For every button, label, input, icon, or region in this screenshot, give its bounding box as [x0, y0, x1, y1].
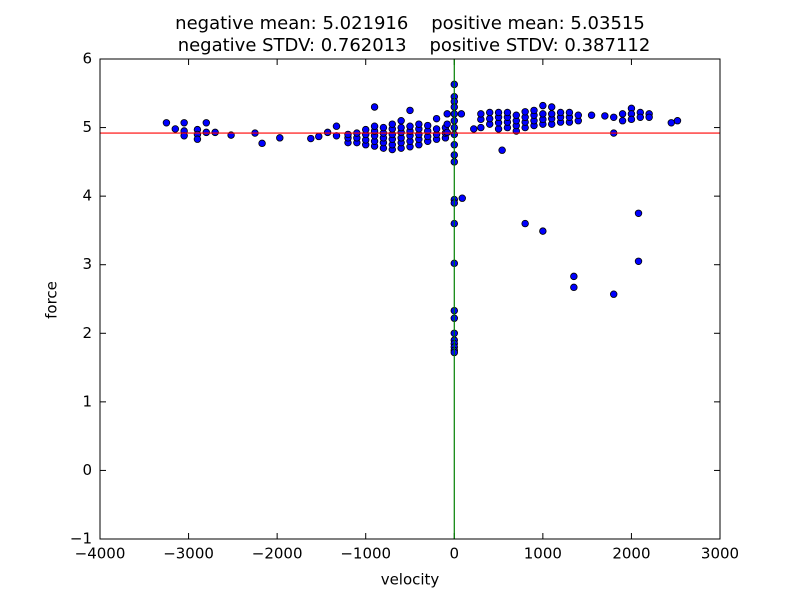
point [673, 117, 682, 125]
point [521, 108, 529, 116]
point [570, 283, 578, 292]
point [258, 139, 266, 148]
point [397, 117, 405, 125]
x-tick-label: 1000 [524, 545, 562, 563]
point [388, 120, 396, 128]
point [424, 121, 432, 130]
y-tick-label: 4 [82, 187, 92, 205]
point [548, 103, 556, 111]
plot-frame [99, 58, 721, 540]
point [406, 106, 414, 115]
point [494, 108, 503, 117]
chart-title: negative STDV: 0.762013 positive STDV: 0… [178, 35, 651, 56]
point [556, 108, 565, 117]
x-tick-label: −4000 [75, 545, 126, 563]
y-tick-label: −1 [70, 530, 92, 548]
chart-title: negative mean: 5.021916 positive mean: 5… [175, 13, 645, 34]
x-tick-label: 2000 [612, 545, 650, 563]
point [332, 122, 341, 130]
point [627, 115, 636, 124]
point [618, 117, 627, 125]
point [315, 132, 323, 141]
point [362, 125, 370, 134]
point [601, 112, 609, 120]
point [486, 114, 494, 123]
point [498, 146, 506, 154]
point [645, 113, 653, 121]
point [171, 125, 179, 133]
y-tick-label: 6 [82, 50, 92, 68]
point [193, 135, 202, 143]
x-tick-label: 3000 [701, 545, 739, 563]
x-tick-label: −3000 [163, 545, 214, 563]
point [443, 110, 451, 118]
point [539, 101, 547, 110]
point [512, 111, 520, 119]
point [379, 123, 388, 132]
point [180, 119, 188, 127]
point [477, 110, 485, 118]
point [521, 219, 529, 228]
point [443, 128, 451, 137]
y-tick-label: 5 [82, 118, 92, 136]
y-tick-label: 3 [82, 255, 92, 273]
point [503, 108, 512, 117]
point [457, 110, 466, 118]
point [486, 108, 494, 117]
point [415, 120, 423, 128]
point [307, 134, 315, 143]
x-tick-label: −1000 [340, 545, 391, 563]
point [565, 108, 574, 117]
point [618, 110, 627, 118]
point [406, 122, 414, 130]
point [494, 125, 503, 133]
point [370, 103, 379, 111]
point [458, 194, 466, 202]
x-axis-label: velocity [381, 571, 440, 589]
y-tick-label: 2 [82, 324, 92, 342]
point [432, 125, 441, 133]
x-tick-label: −2000 [252, 545, 303, 563]
point [276, 134, 284, 142]
point [211, 128, 219, 137]
point [443, 120, 451, 128]
point [636, 113, 644, 121]
point [397, 123, 405, 132]
point [610, 113, 618, 121]
point [202, 128, 210, 137]
point [539, 227, 547, 235]
point [530, 106, 538, 115]
point [162, 119, 171, 127]
y-axis-label: force [43, 281, 61, 319]
point [548, 110, 556, 118]
point [344, 130, 352, 139]
point [570, 272, 578, 281]
point [477, 123, 485, 132]
point [323, 128, 332, 137]
point [370, 122, 379, 130]
x-tick-label: 0 [450, 545, 460, 563]
point [539, 110, 547, 118]
point [667, 119, 675, 127]
point [202, 119, 210, 127]
y-tick-label: 0 [82, 461, 92, 479]
point [574, 111, 582, 119]
point [610, 290, 618, 298]
point [470, 125, 478, 133]
point [634, 209, 643, 217]
point [634, 257, 643, 265]
point [587, 111, 596, 119]
y-tick-label: 1 [82, 392, 92, 410]
point [432, 114, 441, 123]
